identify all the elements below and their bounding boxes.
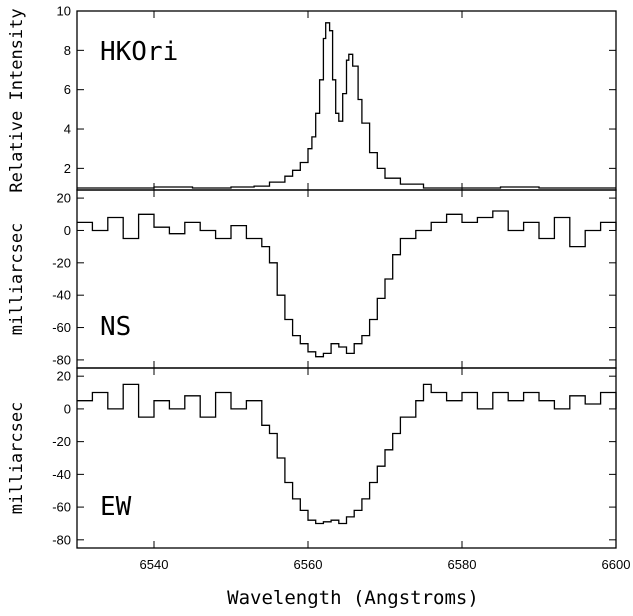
y-tick-label: -40 <box>52 288 71 303</box>
plot-frame <box>76 367 617 549</box>
plot-frame <box>76 189 617 369</box>
x-tick-label: 6600 <box>602 557 631 572</box>
y-tick-label: 4 <box>64 122 71 137</box>
ew-panel: -80 -60 -40 -20 0 20 EW milliarcsec 6540 6560 6580… <box>7 367 631 572</box>
y-axis-label: milliarcsec <box>7 223 27 336</box>
y-tick-label: 0 <box>64 401 71 416</box>
panel-title: EW <box>100 492 132 522</box>
x-tick-label: 6540 <box>140 557 169 572</box>
y-axis-label: milliarcsec <box>7 402 27 515</box>
panel-title: HKOri <box>100 37 178 67</box>
y-tick-label: -20 <box>52 255 71 270</box>
y-tick-label: -20 <box>52 434 71 449</box>
y-tick-label: 20 <box>57 191 71 206</box>
panel-title: NS <box>100 312 131 342</box>
y-tick-label: -80 <box>52 352 71 367</box>
y-axis-label: Relative Intensity <box>7 8 27 192</box>
y-tick-label: 6 <box>64 82 71 97</box>
y-tick-label: 10 <box>57 4 71 19</box>
y-tick-label: -80 <box>52 532 71 547</box>
ns-panel: -80 -60 -40 -20 0 20 NS milliarcsec <box>7 189 617 369</box>
ew-series-line <box>77 383 617 525</box>
ns-series-line <box>77 210 617 358</box>
y-tick-label: -40 <box>52 467 71 482</box>
x-tick-label: 6560 <box>294 557 323 572</box>
y-tick-label: 8 <box>64 43 71 58</box>
intensity-panel: 2 4 6 8 10 HKOri Relative Intensity <box>7 4 617 193</box>
y-tick-label: 2 <box>64 161 71 176</box>
y-tick-label: -60 <box>52 320 71 335</box>
x-tick-label: 6580 <box>448 557 477 572</box>
y-tick-label: 0 <box>64 223 71 238</box>
intensity-series-line <box>77 22 616 189</box>
y-tick-label: 20 <box>57 369 71 384</box>
y-tick-label: -60 <box>52 500 71 515</box>
x-axis-label: Wavelength (Angstroms) <box>227 587 479 609</box>
